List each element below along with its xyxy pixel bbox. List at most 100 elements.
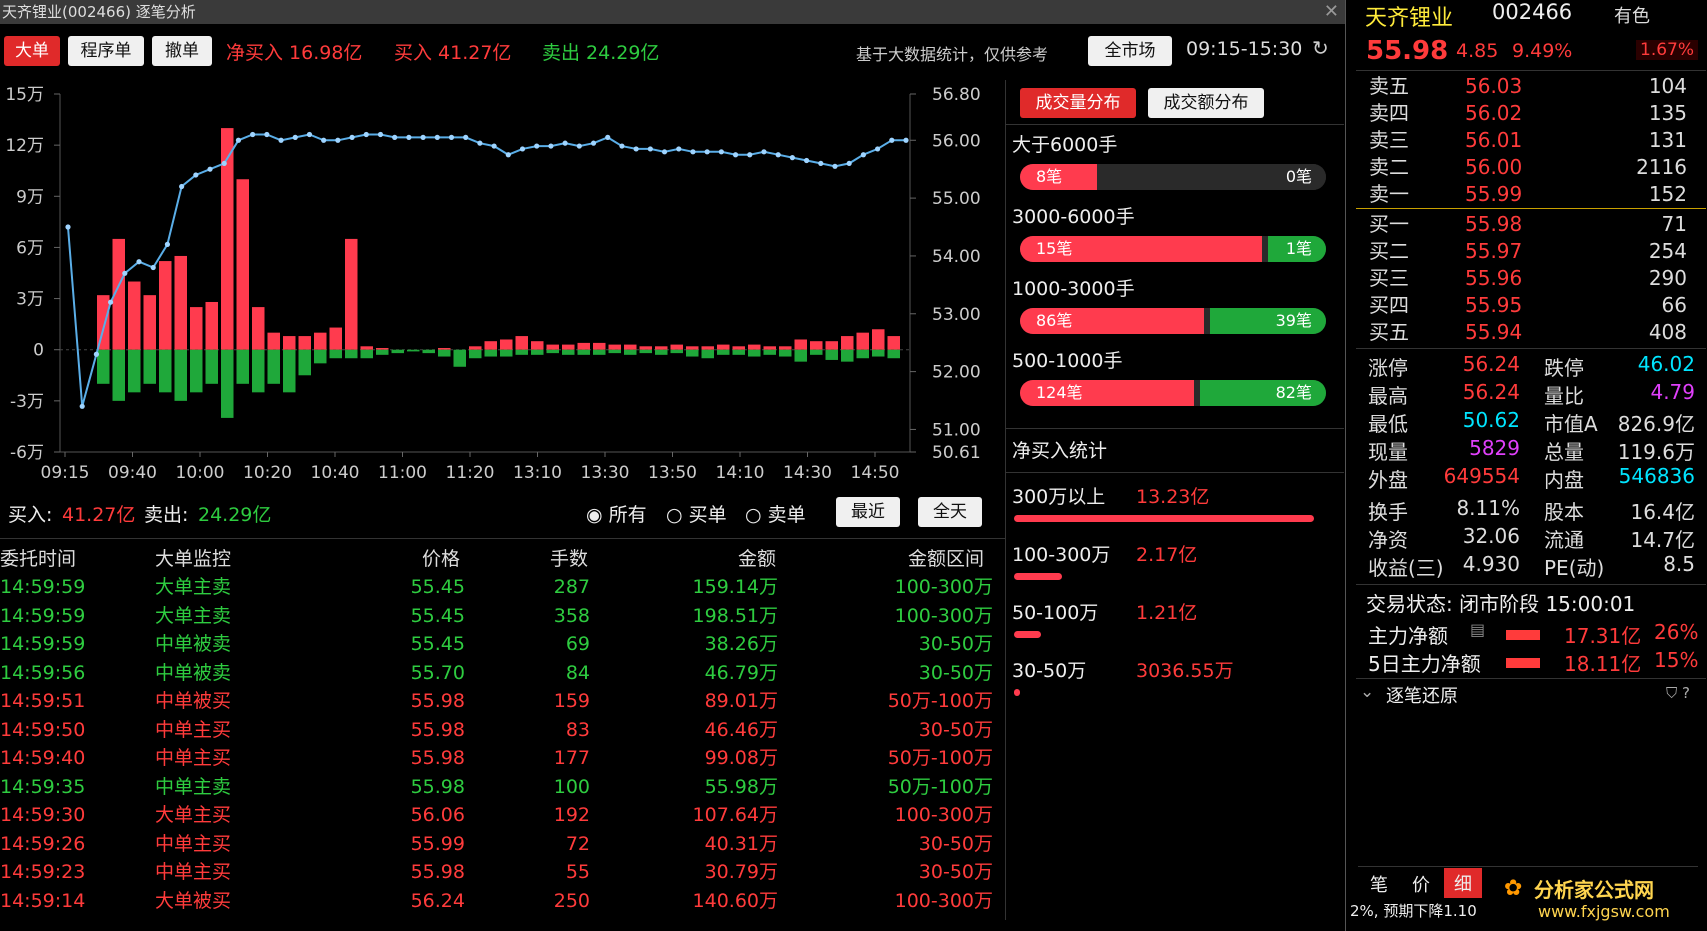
header-qty[interactable]: 手数 [550, 548, 589, 570]
table-row[interactable]: 14:59:14 大单被买 56.24 250 140.60万 100-300万 [0, 887, 1000, 915]
header-type[interactable]: 大单监控 [155, 548, 232, 570]
stat-value: 546836 [1618, 464, 1695, 488]
time-range-text: 09:15-15:30 [1186, 38, 1303, 60]
table-row[interactable]: 14:59:26 中单主买 55.99 72 40.31万 30-50万 [0, 830, 1000, 858]
header-amount[interactable]: 金额 [738, 548, 777, 570]
stat-value: 14.7亿 [1630, 528, 1695, 552]
radio-all[interactable]: ◉ 所有 [586, 504, 647, 526]
disclaimer-text: 基于大数据统计，仅供参考 [856, 45, 1049, 64]
price-point [179, 183, 185, 190]
divider [1356, 348, 1706, 349]
radio-all-label: 所有 [608, 504, 647, 526]
cancel-order-button[interactable]: 撤单 [152, 36, 212, 66]
table-row[interactable]: 14:59:56 中单被卖 55.70 84 46.79万 30-50万 [0, 659, 1000, 687]
table-row[interactable]: 14:59:51 中单被买 55.98 159 89.01万 50万-100万 [0, 687, 1000, 715]
program-order-button[interactable]: 程序单 [68, 36, 144, 66]
buy-bar [670, 344, 683, 350]
sector-tag[interactable]: 有色 [1614, 6, 1650, 27]
cell-time: 14:59:51 [0, 690, 86, 712]
big-order-button[interactable]: 大单 [4, 36, 60, 66]
table-row[interactable]: 14:59:23 中单主买 55.98 55 30.79万 30-50万 [0, 858, 1000, 886]
cell-type: 中单主买 [155, 861, 232, 883]
chevron-down-icon[interactable]: ⌄ [1360, 682, 1375, 702]
buy-bar [174, 255, 187, 350]
table-row[interactable]: 14:59:59 大单主卖 55.45 287 159.14万 100-300万 [0, 573, 1000, 601]
header-price[interactable]: 价格 [422, 548, 461, 570]
price-point [264, 131, 270, 138]
filter-icon[interactable]: ⛉ ? [1666, 684, 1690, 702]
x-tick-label: 11:20 [446, 463, 495, 483]
price-point [732, 152, 739, 158]
net-group-label: 300万以上 [1012, 486, 1106, 508]
sell-bar [469, 349, 482, 359]
tab-volume-dist[interactable]: 成交量分布 [1020, 88, 1136, 118]
ask-row[interactable]: 卖二 56.00 2116 [1365, 154, 1695, 180]
y-left-tick-label: 12万 [5, 136, 44, 156]
cell-qty: 84 [565, 661, 590, 684]
tab-price[interactable]: 价 [1412, 875, 1430, 896]
window-titlebar: 天齐锂业(002466) 逐笔分析 ✕ [0, 0, 1345, 24]
book-label: 卖三 [1369, 128, 1409, 152]
book-label: 买三 [1369, 266, 1409, 290]
net-group-value: 3036.55万 [1136, 660, 1234, 682]
table-row[interactable]: 14:59:59 大单主卖 55.45 358 198.51万 100-300万 [0, 602, 1000, 630]
sell-bar [112, 349, 125, 401]
market-button[interactable]: 全市场 [1088, 36, 1172, 66]
tab-amount-dist[interactable]: 成交额分布 [1148, 88, 1264, 118]
cell-qty: 159 [553, 690, 590, 712]
cell-qty: 358 [553, 604, 590, 627]
dist-sell-segment: 39笔 [1210, 308, 1326, 334]
tab-tick[interactable]: 笔 [1370, 875, 1388, 896]
table-row[interactable]: 14:59:30 大单主买 56.06 192 107.64万 100-300万 [0, 801, 1000, 829]
bid-row[interactable]: 买五 55.94 408 [1365, 319, 1695, 345]
table-row[interactable]: 14:59:59 中单被卖 55.45 69 38.26万 30-50万 [0, 630, 1000, 658]
radio-sell[interactable]: ○ 卖单 [745, 504, 806, 526]
price-point [605, 134, 611, 140]
sell-bar [562, 349, 575, 355]
tab-detail[interactable]: 细 [1444, 868, 1482, 898]
close-icon[interactable]: ✕ [1323, 1, 1339, 22]
ask-row[interactable]: 卖三 56.01 131 [1365, 127, 1695, 153]
info-icon[interactable]: ▤ [1470, 620, 1486, 639]
ask-row[interactable]: 卖四 56.02 135 [1365, 100, 1695, 126]
radio-buy[interactable]: ○ 买单 [666, 504, 727, 526]
bid-row[interactable]: 买三 55.96 290 [1365, 265, 1695, 291]
price-point [349, 134, 355, 140]
bid-row[interactable]: 买四 55.95 66 [1365, 292, 1695, 318]
price-point [590, 140, 597, 146]
price-point [306, 131, 313, 138]
bid-row[interactable]: 买一 55.98 71 [1365, 211, 1695, 237]
buy-bar [283, 336, 296, 350]
net-group-value: 1.21亿 [1136, 602, 1198, 624]
price-point [448, 134, 455, 140]
recent-button[interactable]: 最近 [836, 497, 900, 527]
cell-type: 中单主卖 [155, 775, 232, 798]
buy-bar [546, 344, 559, 350]
price-point [633, 146, 639, 152]
cell-qty: 100 [553, 775, 590, 798]
table-row[interactable]: 14:59:40 中单主买 55.98 177 99.08万 50万-100万 [0, 744, 1000, 772]
bid-row[interactable]: 买二 55.97 254 [1365, 238, 1695, 264]
header-time[interactable]: 委托时间 [0, 548, 77, 570]
ask-row[interactable]: 卖一 55.99 152 [1365, 181, 1695, 207]
price-point [463, 134, 469, 140]
table-row[interactable]: 14:59:50 中单主买 55.98 83 46.46万 30-50万 [0, 716, 1000, 744]
refresh-icon[interactable]: ↻ [1312, 36, 1329, 60]
sell-bar [345, 349, 358, 359]
header-range[interactable]: 金额区间 [908, 548, 985, 570]
cell-type: 中单被卖 [155, 661, 232, 684]
tick-restore-label[interactable]: 逐笔还原 [1386, 686, 1458, 707]
stat-label: 跌停 [1544, 356, 1584, 380]
table-row[interactable]: 14:59:35 中单主卖 55.98 100 55.98万 50万-100万 [0, 773, 1000, 801]
sell-bar [639, 349, 652, 354]
buy-bar [531, 341, 544, 350]
allday-button[interactable]: 全天 [918, 497, 982, 527]
buy-bar [593, 342, 606, 350]
cell-qty: 69 [565, 633, 590, 655]
buy-bar [360, 346, 373, 350]
cell-time: 14:59:30 [0, 804, 86, 826]
ask-row[interactable]: 卖五 56.03 104 [1365, 73, 1695, 99]
price-point [903, 137, 909, 143]
price-point [150, 264, 156, 271]
buy-bar [469, 346, 482, 350]
